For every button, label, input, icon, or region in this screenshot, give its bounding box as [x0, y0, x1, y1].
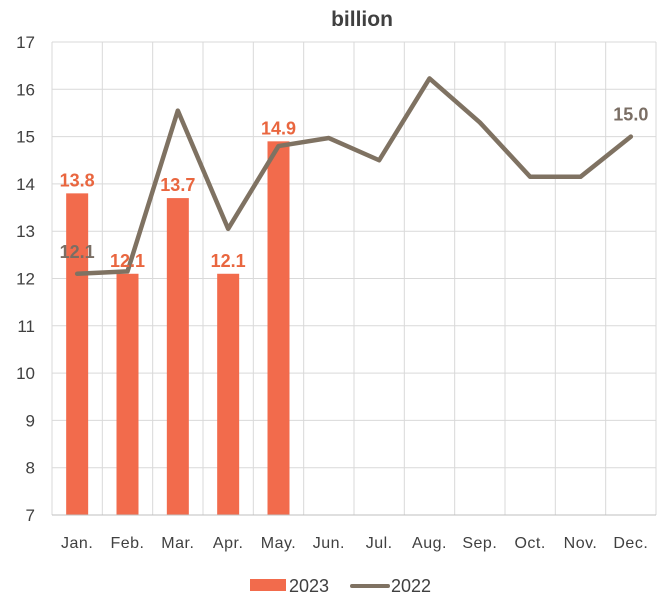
- bar-2023: [267, 141, 290, 515]
- bar-data-label: 12.1: [211, 251, 246, 271]
- y-tick-label: 13: [16, 222, 35, 241]
- x-tick-label: Jul.: [366, 535, 393, 552]
- y-tick-label: 9: [26, 411, 35, 430]
- y-tick-label: 17: [16, 33, 35, 52]
- bar-2023: [217, 273, 240, 515]
- line-2022: [74, 76, 634, 277]
- x-tick-label: Nov.: [564, 535, 598, 552]
- legend-label-2023: 2023: [289, 576, 329, 596]
- x-tick-label: Oct.: [514, 535, 545, 552]
- bar-data-label: 13.8: [60, 170, 95, 190]
- x-tick-label: Jan.: [61, 535, 93, 552]
- line-data-label: 15.0: [613, 105, 648, 125]
- x-tick-label: Aug.: [412, 535, 447, 552]
- bar-2023: [166, 198, 189, 515]
- bar-data-label: 13.7: [160, 175, 195, 195]
- y-tick-label: 7: [26, 506, 35, 525]
- x-axis: Jan. Feb. Mar. Apr. May. Jun. Jul. Aug. Sep. Oct.…: [52, 514, 656, 552]
- bar-data-label: 14.9: [261, 118, 296, 138]
- y-tick-label: 12: [16, 270, 35, 289]
- legend-label-2022: 2022: [391, 576, 431, 596]
- bar-series-2023: [66, 141, 290, 516]
- y-tick-label: 10: [16, 364, 35, 383]
- bar-2023: [116, 273, 139, 515]
- data-labels: 13.8 12.1 13.7 12.1 14.9 12.1 15.0: [60, 105, 649, 271]
- chart-title: billion: [331, 8, 393, 31]
- y-tick-label: 11: [17, 317, 35, 336]
- x-tick-label: Sep.: [462, 535, 497, 552]
- y-tick-label: 16: [16, 80, 35, 99]
- gridlines: [51, 41, 657, 516]
- x-tick-label: Apr.: [213, 535, 243, 552]
- x-tick-label: Feb.: [110, 535, 144, 552]
- x-tick-label: Mar.: [161, 535, 194, 552]
- y-tick-label: 14: [16, 175, 35, 194]
- y-axis: 7 8 9 10 11 12 13 14 15 16 17: [16, 33, 35, 525]
- legend: 2023 2022: [250, 576, 431, 596]
- x-tick-label: Jun.: [313, 535, 345, 552]
- legend-swatch-2023: [250, 579, 286, 591]
- line-data-label: 12.1: [60, 242, 95, 262]
- bar-data-label: 12.1: [110, 251, 145, 271]
- line-series-2022: [74, 76, 634, 277]
- y-tick-label: 8: [26, 459, 35, 478]
- y-tick-label: 15: [16, 128, 35, 147]
- x-tick-label: May.: [261, 535, 296, 552]
- x-tick-label: Dec.: [613, 535, 648, 552]
